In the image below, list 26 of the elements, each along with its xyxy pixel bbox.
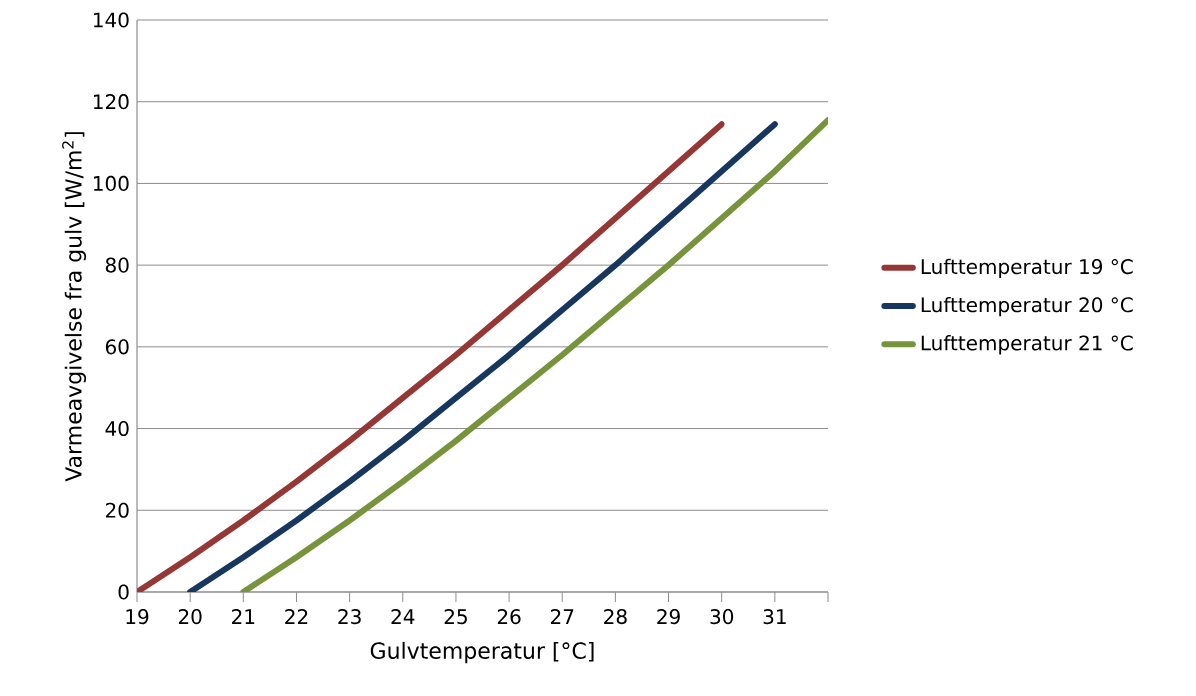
x-tick-label: 30 (710, 609, 734, 625)
y-tick-label: 0 (118, 584, 129, 600)
y-axis-title: Varmeavgivelse fra gulv [W/m$^{2}$] (62, 132, 87, 482)
x-tick-label: 22 (285, 609, 308, 624)
x-tick-label: 20 (178, 609, 202, 625)
x-tick-label: 28 (604, 609, 627, 625)
x-tick-label: 31 (763, 609, 786, 625)
y-tick-label: 20 (105, 502, 129, 518)
y-tick-label: 60 (105, 339, 129, 355)
x-tick-label: 29 (657, 609, 680, 625)
x-tick-label: 26 (497, 609, 521, 625)
y-tick-label: 40 (105, 420, 129, 437)
x-tick-label: 21 (232, 609, 255, 624)
x-tick-label: 25 (444, 609, 467, 625)
y-tick-label: 100 (93, 175, 129, 191)
legend-label: Lufttemperatur 21 °C (921, 335, 1133, 355)
legend-label: Lufttemperatur 20 °C (921, 296, 1133, 317)
y-tick-label: 80 (105, 257, 129, 273)
x-axis-title: Gulvtemperatur [°C] (370, 641, 594, 664)
x-tick-label: 24 (391, 609, 415, 624)
x-tick-label: 19 (126, 609, 149, 625)
legend-label: Lufttemperatur 19 °C (921, 258, 1133, 279)
x-tick-label: 23 (338, 609, 361, 625)
y-tick-label: 120 (93, 94, 129, 110)
y-tick-label: 140 (93, 12, 129, 28)
x-tick-label: 27 (550, 609, 574, 624)
